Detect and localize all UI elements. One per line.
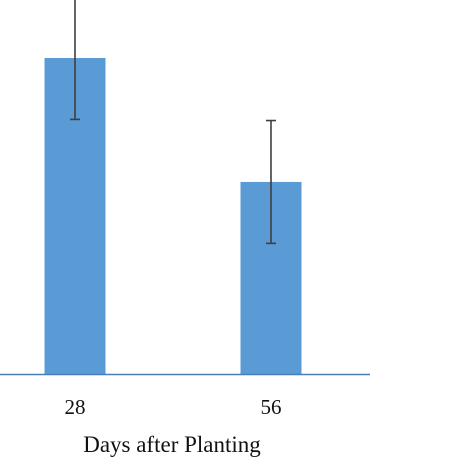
x-tick-label-56: 56 — [261, 395, 282, 419]
x-axis-title: Days after Planting — [83, 432, 261, 457]
bars-layer — [45, 58, 302, 374]
x-tick-labels: 28 56 — [65, 395, 282, 419]
x-tick-label-28: 28 — [65, 395, 86, 419]
